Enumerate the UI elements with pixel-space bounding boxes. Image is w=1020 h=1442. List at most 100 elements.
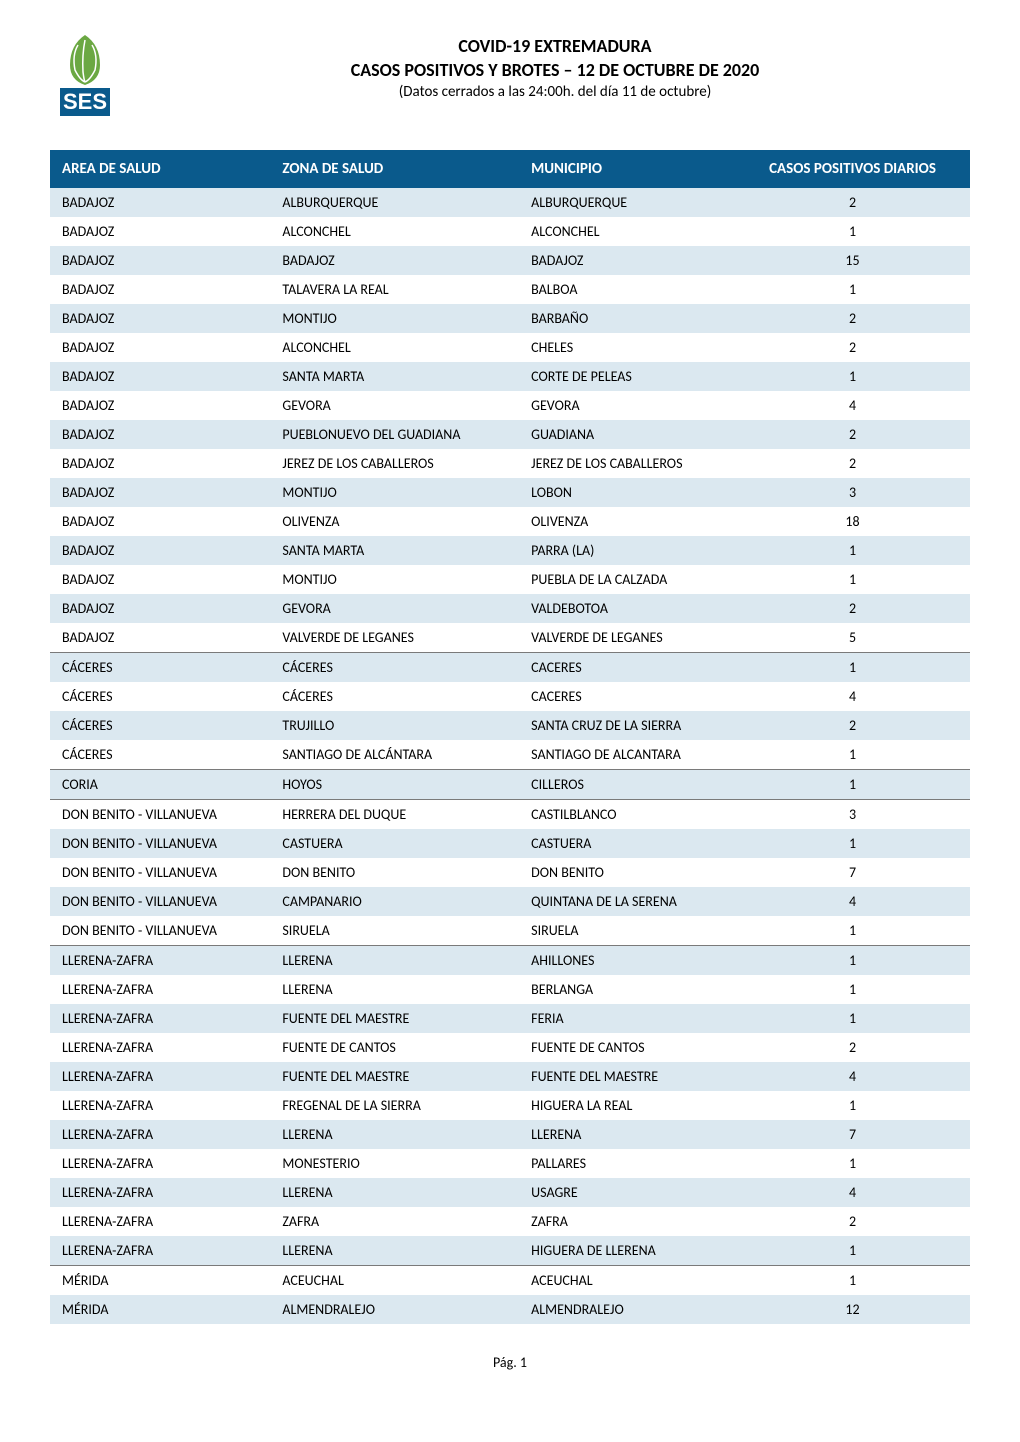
cell-area: MÉRIDA [50,1266,270,1296]
table-row: LLERENA-ZAFRAFUENTE DEL MAESTREFERIA1 [50,1004,970,1033]
cell-zona: ZAFRA [270,1207,519,1236]
col-municipio: MUNICIPIO [519,150,735,188]
cell-area: BADAJOZ [50,246,270,275]
cell-municipio: BALBOA [519,275,735,304]
table-row: LLERENA-ZAFRAFUENTE DE CANTOSFUENTE DE C… [50,1033,970,1062]
cell-zona: SANTIAGO DE ALCÁNTARA [270,740,519,770]
cell-area: BADAJOZ [50,304,270,333]
cell-casos: 15 [735,246,970,275]
cell-area: BADAJOZ [50,565,270,594]
cell-casos: 18 [735,507,970,536]
cell-municipio: OLIVENZA [519,507,735,536]
table-row: BADAJOZALCONCHELCHELES2 [50,333,970,362]
cell-zona: PUEBLONUEVO DEL GUADIANA [270,420,519,449]
cell-zona: GEVORA [270,391,519,420]
cell-zona: MONTIJO [270,478,519,507]
cell-municipio: ACEUCHAL [519,1266,735,1296]
cell-area: LLERENA-ZAFRA [50,1004,270,1033]
cell-area: CÁCERES [50,711,270,740]
cell-municipio: FERIA [519,1004,735,1033]
table-row: LLERENA-ZAFRAZAFRAZAFRA2 [50,1207,970,1236]
table-row: BADAJOZJEREZ DE LOS CABALLEROSJEREZ DE L… [50,449,970,478]
cell-municipio: AHILLONES [519,946,735,976]
cell-casos: 5 [735,623,970,653]
cell-area: DON BENITO - VILLANUEVA [50,800,270,830]
table-row: LLERENA-ZAFRAFREGENAL DE LA SIERRAHIGUER… [50,1091,970,1120]
cell-casos: 1 [735,975,970,1004]
cell-zona: FREGENAL DE LA SIERRA [270,1091,519,1120]
cell-municipio: ALBURQUERQUE [519,188,735,217]
cell-zona: HERRERA DEL DUQUE [270,800,519,830]
cell-casos: 2 [735,711,970,740]
cell-municipio: HIGUERA LA REAL [519,1091,735,1120]
cell-zona: HOYOS [270,770,519,800]
cell-zona: SANTA MARTA [270,536,519,565]
table-row: CÁCERESSANTIAGO DE ALCÁNTARASANTIAGO DE … [50,740,970,770]
cell-casos: 1 [735,770,970,800]
cell-municipio: BERLANGA [519,975,735,1004]
cell-casos: 1 [735,1266,970,1296]
title-sub: CASOS POSITIVOS Y BROTES – 12 DE OCTUBRE… [140,59,970,81]
cell-area: BADAJOZ [50,536,270,565]
cell-area: BADAJOZ [50,391,270,420]
cell-zona: VALVERDE DE LEGANES [270,623,519,653]
cell-area: BADAJOZ [50,217,270,246]
cell-municipio: CHELES [519,333,735,362]
title-note: (Datos cerrados a las 24:00h. del día 11… [140,83,970,101]
cell-casos: 7 [735,1120,970,1149]
table-body: BADAJOZALBURQUERQUEALBURQUERQUE2BADAJOZA… [50,188,970,1324]
cell-casos: 4 [735,682,970,711]
cell-municipio: CASTILBLANCO [519,800,735,830]
cell-municipio: CILLEROS [519,770,735,800]
col-casos: CASOS POSITIVOS DIARIOS [735,150,970,188]
cell-area: BADAJOZ [50,449,270,478]
cell-zona: ALMENDRALEJO [270,1295,519,1324]
cell-municipio: HIGUERA DE LLERENA [519,1236,735,1266]
table-header: AREA DE SALUD ZONA DE SALUD MUNICIPIO CA… [50,150,970,188]
cell-zona: FUENTE DE CANTOS [270,1033,519,1062]
table-row: LLERENA-ZAFRALLERENAHIGUERA DE LLERENA1 [50,1236,970,1266]
page-number: Pág. 1 [493,1354,527,1371]
table-row: LLERENA-ZAFRALLERENABERLANGA1 [50,975,970,1004]
cell-casos: 12 [735,1295,970,1324]
cell-municipio: VALVERDE DE LEGANES [519,623,735,653]
cell-casos: 1 [735,1149,970,1178]
table-row: LLERENA-ZAFRALLERENALLERENA7 [50,1120,970,1149]
cell-zona: LLERENA [270,975,519,1004]
cell-casos: 1 [735,565,970,594]
cell-casos: 4 [735,1062,970,1091]
cell-area: LLERENA-ZAFRA [50,1149,270,1178]
cell-municipio: SANTIAGO DE ALCANTARA [519,740,735,770]
cell-zona: GEVORA [270,594,519,623]
table-row: BADAJOZGEVORAGEVORA4 [50,391,970,420]
cell-area: LLERENA-ZAFRA [50,1236,270,1266]
table-row: MÉRIDAACEUCHALACEUCHAL1 [50,1266,970,1296]
cell-zona: TALAVERA LA REAL [270,275,519,304]
cell-zona: ACEUCHAL [270,1266,519,1296]
cell-area: BADAJOZ [50,362,270,391]
cell-municipio: JEREZ DE LOS CABALLEROS [519,449,735,478]
table-row: LLERENA-ZAFRALLERENAAHILLONES1 [50,946,970,976]
cell-municipio: CACERES [519,682,735,711]
cell-zona: SANTA MARTA [270,362,519,391]
cell-area: DON BENITO - VILLANUEVA [50,916,270,946]
cell-area: LLERENA-ZAFRA [50,975,270,1004]
cell-area: DON BENITO - VILLANUEVA [50,829,270,858]
cell-area: BADAJOZ [50,623,270,653]
table-row: MÉRIDAALMENDRALEJOALMENDRALEJO12 [50,1295,970,1324]
cell-area: CÁCERES [50,740,270,770]
cell-area: BADAJOZ [50,420,270,449]
cell-casos: 2 [735,304,970,333]
cell-area: CORIA [50,770,270,800]
svg-text:SES: SES [63,89,107,114]
cell-casos: 2 [735,333,970,362]
cell-municipio: LLERENA [519,1120,735,1149]
cell-municipio: CACERES [519,653,735,683]
cell-area: CÁCERES [50,653,270,683]
table-row: DON BENITO - VILLANUEVAHERRERA DEL DUQUE… [50,800,970,830]
table-row: BADAJOZMONTIJOBARBAÑO2 [50,304,970,333]
cell-area: LLERENA-ZAFRA [50,1207,270,1236]
cell-casos: 4 [735,887,970,916]
cell-area: BADAJOZ [50,188,270,217]
cell-municipio: USAGRE [519,1178,735,1207]
